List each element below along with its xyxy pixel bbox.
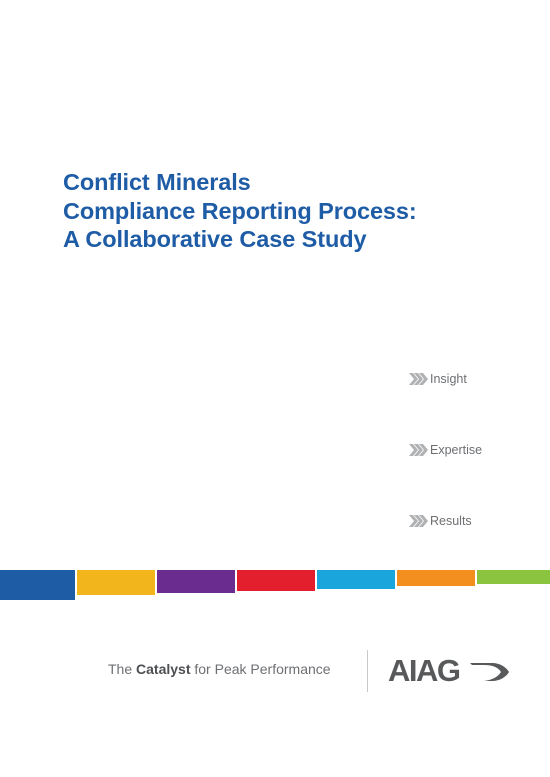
band-segment (237, 570, 315, 591)
document-title: Conflict Minerals Compliance Reporting P… (63, 168, 533, 254)
band-segment (157, 570, 235, 593)
band-segment (317, 570, 395, 589)
color-band (0, 570, 550, 600)
logo-swoosh-icon (470, 663, 509, 681)
feature-item-results: Results (408, 514, 472, 528)
chevron-icon (409, 444, 428, 456)
tagline-prefix: The (108, 661, 137, 677)
band-segment (77, 570, 155, 595)
aiag-logo: AIAG (388, 653, 512, 689)
feature-item-insight: Insight (408, 372, 467, 386)
tagline-suffix: for Peak Performance (190, 661, 331, 677)
feature-label: Insight (430, 372, 467, 386)
title-line-1: Conflict Minerals (63, 169, 251, 195)
feature-item-expertise: Expertise (408, 443, 482, 457)
tagline-emphasis: Catalyst (136, 661, 191, 677)
feature-label: Expertise (430, 443, 483, 457)
chevron-icon (409, 515, 428, 527)
logo-text: AIAG (388, 653, 461, 688)
divider (367, 650, 368, 692)
feature-label: Results (430, 514, 472, 528)
title-line-2: Compliance Reporting Process: (63, 197, 417, 224)
chevron-icon (409, 373, 428, 385)
tagline: The Catalyst for Peak Performance (108, 661, 331, 677)
title-line-3: A Collaborative Case Study (63, 226, 367, 252)
band-segment (477, 570, 550, 584)
band-segment (397, 570, 475, 586)
band-segment (0, 570, 75, 600)
